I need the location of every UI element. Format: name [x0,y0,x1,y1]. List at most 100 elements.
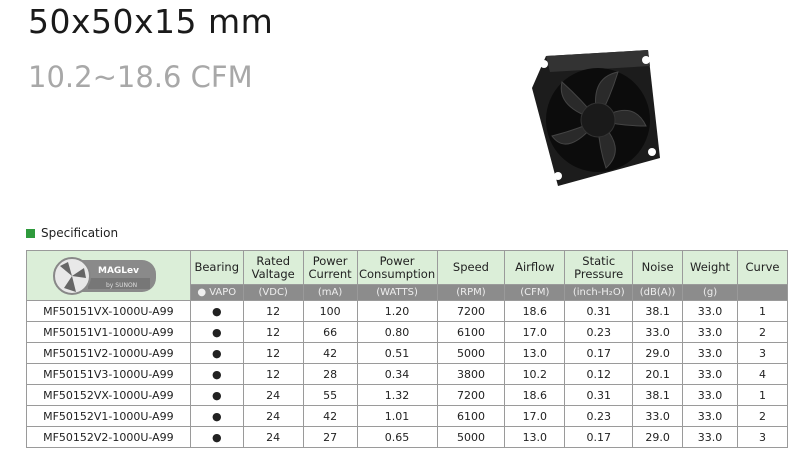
table-cell: 17.0 [504,321,566,343]
column-header: Power Current [302,250,358,285]
column-header: Noise [632,250,684,285]
table-cell: 2 [737,405,788,427]
table-cell: 33.0 [682,426,738,448]
table-cell: 18.6 [504,300,566,322]
table-cell: 12 [242,300,304,322]
table-cell: 5000 [436,426,506,448]
table-cell: 1 [737,384,788,406]
table-cell: 33.0 [682,384,738,406]
table-cell: 1.20 [356,300,438,322]
table-cell: 29.0 [632,342,684,364]
table-cell: 1 [737,300,788,322]
column-header: Speed [436,250,506,285]
table-cell: ● [189,384,244,406]
table-cell: 17.0 [504,405,566,427]
table-cell: 33.0 [682,342,738,364]
table-cell: 0.23 [564,321,634,343]
table-cell: 38.1 [632,300,684,322]
table-cell: 4 [737,363,788,385]
table-cell: 0.34 [356,363,438,385]
table-cell: 33.0 [682,321,738,343]
green-square-icon [26,228,35,238]
table-row: MF50152VX-1000U-A99 ● 24 55 1.32 7200 18.6 0.31… [26,384,788,406]
table-cell: 3 [737,342,788,364]
fan-image [532,50,660,186]
table-row: MF50151V2-1000U-A99 ● 12 42 0.51 5000 13.0 0.17… [26,342,788,364]
table-cell: 0.31 [564,300,634,322]
table-cell: 0.23 [564,405,634,427]
table-cell: 24 [242,405,304,427]
table-cell: 27 [302,426,358,448]
table-cell: 24 [242,384,304,406]
model-cell: MF50152V1-1000U-A99 [26,405,191,427]
column-header: Static Pressure [564,250,634,285]
section-label: Specification [41,226,119,240]
table-row: MF50152V2-1000U-A99 ● 24 27 0.65 5000 13.0 0.17… [26,426,788,448]
table-cell: 20.1 [632,363,684,385]
table-cell: 0.17 [564,342,634,364]
maglev-logo-icon: MAGLev by SUNON [53,256,157,295]
table-cell: 0.65 [356,426,438,448]
column-unit: (dB(A)) [632,284,684,301]
table-row: MF50151V1-1000U-A99 ● 12 66 0.80 6100 17.0 0.23… [26,321,788,343]
column-unit: ● VAPO [189,284,244,301]
svg-text:MAGLev: MAGLev [98,266,139,276]
table-cell: 55 [302,384,358,406]
table-cell: 100 [302,300,358,322]
column-unit: (WATTS) [356,284,438,301]
model-cell: MF50151V2-1000U-A99 [26,342,191,364]
table-cell: 12 [242,321,304,343]
table-row: MF50151VX-1000U-A99 ● 12 100 1.20 7200 18.6 0.3… [26,300,788,322]
model-cell: MF50152VX-1000U-A99 [26,384,191,406]
column-unit [737,284,788,301]
column-unit: (g) [682,284,738,301]
table-cell: 2 [737,321,788,343]
table-cell: 0.12 [564,363,634,385]
column-header: Curve [737,250,788,285]
spec-table: MAGLev by SUNON Bearing Rated Valtage Powe… [26,250,788,448]
model-cell: MF50151V3-1000U-A99 [26,363,191,385]
column-unit: (CFM) [504,284,566,301]
model-cell: MF50151V1-1000U-A99 [26,321,191,343]
column-header: Bearing [189,250,244,285]
table-cell: 1.01 [356,405,438,427]
column-unit: (VDC) [242,284,304,301]
column-header: Rated Valtage [242,250,304,285]
table-cell: ● [189,300,244,322]
table-cell: 42 [302,405,358,427]
table-cell: ● [189,321,244,343]
column-unit: (mA) [302,284,358,301]
table-cell: 28 [302,363,358,385]
table-cell: 6100 [436,405,506,427]
table-cell: 24 [242,426,304,448]
table-row: MF50152V1-1000U-A99 ● 24 42 1.01 6100 17.0 0.23… [26,405,788,427]
table-cell: ● [189,426,244,448]
table-cell: 38.1 [632,384,684,406]
table-cell: 33.0 [682,363,738,385]
table-cell: 10.2 [504,363,566,385]
column-unit: (RPM) [436,284,506,301]
table-cell: 13.0 [504,426,566,448]
section-heading: Specification [26,226,118,240]
svg-text:by SUNON: by SUNON [106,282,137,289]
table-cell: 13.0 [504,342,566,364]
table-cell: 66 [302,321,358,343]
column-header: Weight [682,250,738,285]
column-header: Power Consumption [356,250,438,285]
table-cell: 33.0 [632,405,684,427]
page-title: 50x50x15 mm [28,2,274,41]
column-header: Airflow [504,250,566,285]
table-cell: ● [189,405,244,427]
table-cell: ● [189,363,244,385]
table-cell: 29.0 [632,426,684,448]
model-cell: MF50152V2-1000U-A99 [26,426,191,448]
table-cell: 0.31 [564,384,634,406]
table-cell: 1.32 [356,384,438,406]
table-row: MF50151V3-1000U-A99 ● 12 28 0.34 3800 10.2 0.12… [26,363,788,385]
table-cell: 12 [242,363,304,385]
column-unit: (inch-H₂O) [564,284,634,301]
table-cell: 33.0 [632,321,684,343]
model-cell: MF50151VX-1000U-A99 [26,300,191,322]
table-cell: 0.17 [564,426,634,448]
table-cell: 0.51 [356,342,438,364]
